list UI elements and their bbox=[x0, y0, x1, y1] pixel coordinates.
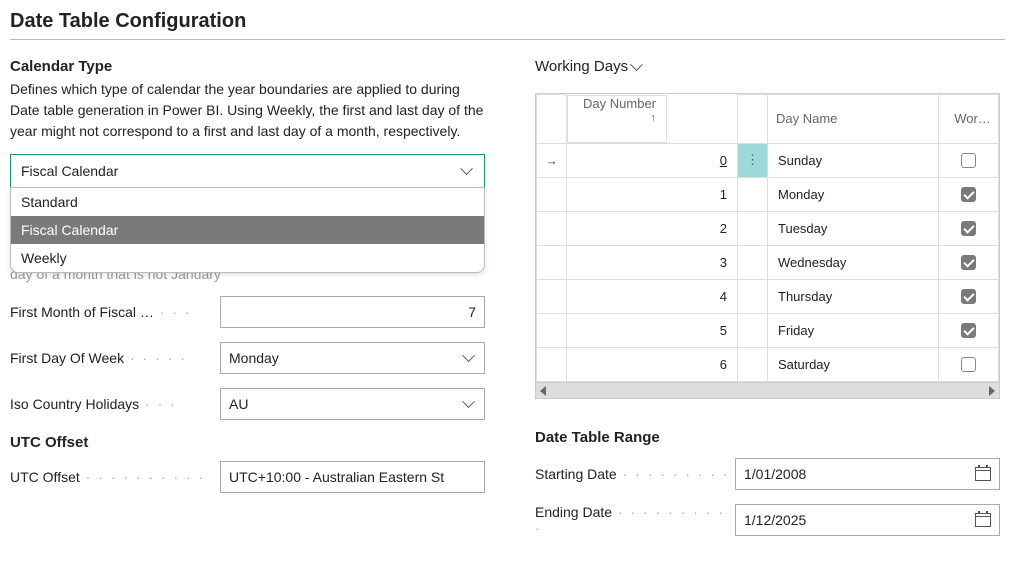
day-number-cell: 3 bbox=[567, 245, 738, 279]
working-checkbox-cell[interactable] bbox=[939, 143, 999, 177]
iso-country-select[interactable]: AU bbox=[220, 388, 485, 420]
working-checkbox-cell[interactable] bbox=[939, 347, 999, 381]
more-icon bbox=[738, 211, 768, 245]
working-checkbox-cell[interactable] bbox=[939, 245, 999, 279]
checkbox-icon[interactable] bbox=[961, 153, 976, 168]
working-checkbox-cell[interactable] bbox=[939, 211, 999, 245]
row-indicator-icon bbox=[537, 347, 567, 381]
iso-country-label: Iso Country Holidays · · · bbox=[10, 396, 220, 412]
working-checkbox-cell[interactable] bbox=[939, 177, 999, 211]
calendar-type-option-standard[interactable]: Standard bbox=[11, 188, 484, 216]
calendar-icon[interactable] bbox=[975, 513, 991, 527]
day-number-cell: 5 bbox=[567, 313, 738, 347]
table-row[interactable]: 2 Tuesday bbox=[537, 211, 999, 245]
table-row[interactable]: 5 Friday bbox=[537, 313, 999, 347]
calendar-type-value: Fiscal Calendar bbox=[21, 163, 118, 179]
calendar-type-heading: Calendar Type bbox=[10, 58, 485, 75]
chevron-down-icon bbox=[464, 354, 476, 362]
chevron-down-icon bbox=[632, 63, 644, 71]
col-more bbox=[738, 95, 768, 144]
col-working[interactable]: Wor… bbox=[939, 95, 999, 144]
table-row[interactable]: 1 Monday bbox=[537, 177, 999, 211]
first-day-select[interactable]: Monday bbox=[220, 342, 485, 374]
sort-asc-icon: ↑ bbox=[651, 113, 657, 124]
day-number-cell: 6 bbox=[567, 347, 738, 381]
table-row[interactable]: →0⋮Sunday bbox=[537, 143, 999, 177]
day-number-cell: 1 bbox=[567, 177, 738, 211]
day-name-cell: Friday bbox=[768, 313, 939, 347]
checkbox-icon[interactable] bbox=[961, 187, 976, 202]
working-checkbox-cell[interactable] bbox=[939, 279, 999, 313]
col-arrow bbox=[537, 95, 567, 144]
working-checkbox-cell[interactable] bbox=[939, 313, 999, 347]
day-name-cell: Sunday bbox=[768, 143, 939, 177]
row-indicator-icon bbox=[537, 313, 567, 347]
working-days-toggle[interactable]: Working Days bbox=[535, 58, 1000, 75]
day-name-cell: Saturday bbox=[768, 347, 939, 381]
day-number-cell: 4 bbox=[567, 279, 738, 313]
calendar-type-description: Defines which type of calendar the year … bbox=[10, 79, 485, 142]
calendar-type-select[interactable]: Fiscal Calendar bbox=[10, 154, 485, 188]
utc-select[interactable]: UTC+10:00 - Australian Eastern St bbox=[220, 461, 485, 493]
more-icon bbox=[738, 313, 768, 347]
table-row[interactable]: 6 Saturday bbox=[537, 347, 999, 381]
col-day-name[interactable]: Day Name bbox=[768, 95, 939, 144]
first-month-label: First Month of Fiscal … · · · bbox=[10, 304, 220, 320]
day-number-cell: 0 bbox=[567, 143, 738, 177]
day-name-cell: Monday bbox=[768, 177, 939, 211]
utc-heading: UTC Offset bbox=[10, 434, 485, 451]
day-name-cell: Wednesday bbox=[768, 245, 939, 279]
day-name-cell: Thursday bbox=[768, 279, 939, 313]
table-row[interactable]: 3 Wednesday bbox=[537, 245, 999, 279]
calendar-type-option-weekly[interactable]: Weekly bbox=[11, 244, 484, 272]
chevron-down-icon bbox=[464, 400, 476, 408]
utc-label: UTC Offset · · · · · · · · · · bbox=[10, 469, 220, 485]
row-indicator-icon bbox=[537, 245, 567, 279]
calendar-type-options: Standard Fiscal Calendar Weekly bbox=[10, 187, 485, 273]
calendar-icon[interactable] bbox=[975, 467, 991, 481]
first-day-label: First Day Of Week · · · · · bbox=[10, 350, 220, 366]
day-name-cell: Tuesday bbox=[768, 211, 939, 245]
calendar-type-option-fiscal[interactable]: Fiscal Calendar bbox=[11, 216, 484, 244]
row-indicator-icon bbox=[537, 211, 567, 245]
more-icon bbox=[738, 279, 768, 313]
starting-date-input[interactable]: 1/01/2008 bbox=[735, 458, 1000, 490]
more-icon[interactable]: ⋮ bbox=[738, 143, 768, 177]
more-icon bbox=[738, 245, 768, 279]
row-indicator-icon: → bbox=[537, 143, 567, 177]
horizontal-scrollbar[interactable] bbox=[536, 382, 999, 398]
day-number-cell: 2 bbox=[567, 211, 738, 245]
working-days-table: Day Number ↑ Day Name Wor… →0⋮Sunday1Mon… bbox=[535, 93, 1000, 399]
col-day-number[interactable]: Day Number ↑ bbox=[567, 95, 667, 143]
date-range-heading: Date Table Range bbox=[535, 429, 1000, 446]
checkbox-icon[interactable] bbox=[961, 255, 976, 270]
table-row[interactable]: 4 Thursday bbox=[537, 279, 999, 313]
starting-date-label: Starting Date · · · · · · · · · bbox=[535, 466, 735, 482]
ending-date-label: Ending Date · · · · · · · · · · bbox=[535, 504, 735, 536]
more-icon bbox=[738, 177, 768, 211]
first-month-input[interactable]: 7 bbox=[220, 296, 485, 328]
more-icon bbox=[738, 347, 768, 381]
chevron-down-icon bbox=[462, 167, 474, 175]
checkbox-icon[interactable] bbox=[961, 357, 976, 372]
page-title: Date Table Configuration bbox=[10, 10, 1005, 40]
checkbox-icon[interactable] bbox=[961, 289, 976, 304]
row-indicator-icon bbox=[537, 279, 567, 313]
checkbox-icon[interactable] bbox=[961, 323, 976, 338]
checkbox-icon[interactable] bbox=[961, 221, 976, 236]
row-indicator-icon bbox=[537, 177, 567, 211]
ending-date-input[interactable]: 1/12/2025 bbox=[735, 504, 1000, 536]
